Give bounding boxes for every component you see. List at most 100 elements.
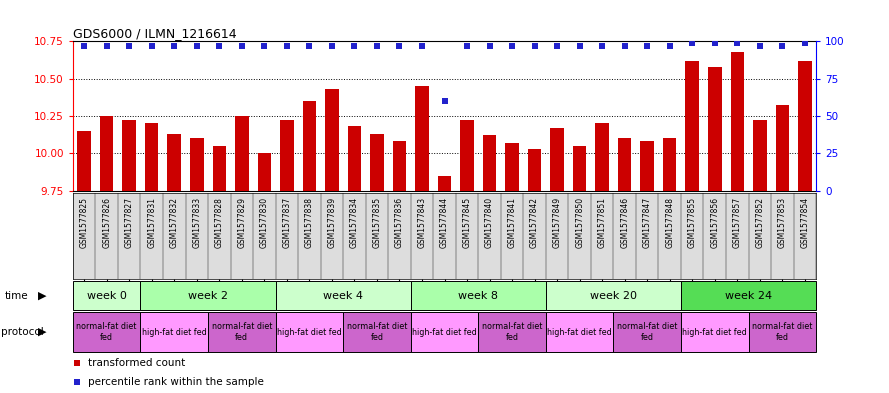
- Text: GSM1577828: GSM1577828: [215, 197, 224, 248]
- Point: [685, 40, 700, 46]
- Text: GSM1577846: GSM1577846: [621, 197, 629, 248]
- Text: GSM1577855: GSM1577855: [688, 197, 697, 248]
- Text: normal-fat diet
fed: normal-fat diet fed: [752, 322, 813, 342]
- Text: GSM1577840: GSM1577840: [485, 197, 494, 248]
- Text: GSM1577842: GSM1577842: [530, 197, 539, 248]
- Point: [550, 42, 565, 49]
- Text: normal-fat diet
fed: normal-fat diet fed: [212, 322, 272, 342]
- Bar: [573, 146, 587, 191]
- Bar: [461, 120, 474, 191]
- Point: [775, 42, 789, 49]
- Point: [573, 42, 587, 49]
- Text: GSM1577857: GSM1577857: [733, 197, 741, 248]
- Bar: [640, 141, 654, 191]
- Text: week 2: week 2: [188, 291, 228, 301]
- Bar: [348, 127, 361, 191]
- Point: [257, 42, 271, 49]
- Text: GSM1577847: GSM1577847: [643, 197, 652, 248]
- Bar: [618, 138, 631, 191]
- Bar: [190, 138, 204, 191]
- Bar: [731, 52, 744, 191]
- Bar: [681, 281, 816, 310]
- Text: GSM1577850: GSM1577850: [575, 197, 584, 248]
- Bar: [505, 143, 519, 191]
- Text: GSM1577826: GSM1577826: [102, 197, 111, 248]
- Bar: [749, 312, 816, 352]
- Point: [662, 42, 677, 49]
- Bar: [100, 116, 114, 191]
- Point: [753, 42, 767, 49]
- Bar: [325, 89, 339, 191]
- Point: [100, 42, 114, 49]
- Text: percentile rank within the sample: percentile rank within the sample: [88, 377, 264, 387]
- Point: [69, 359, 84, 365]
- Text: GSM1577843: GSM1577843: [418, 197, 427, 248]
- Point: [167, 42, 181, 49]
- Bar: [77, 131, 91, 191]
- Text: normal-fat diet
fed: normal-fat diet fed: [76, 322, 137, 342]
- Bar: [258, 153, 271, 191]
- Text: high-fat diet fed: high-fat diet fed: [548, 328, 612, 336]
- Text: week 24: week 24: [725, 291, 773, 301]
- Point: [730, 40, 744, 46]
- Bar: [145, 123, 158, 191]
- Text: GSM1577856: GSM1577856: [710, 197, 719, 248]
- Point: [483, 42, 497, 49]
- Text: GSM1577852: GSM1577852: [756, 197, 765, 248]
- Text: GSM1577849: GSM1577849: [553, 197, 562, 248]
- Point: [122, 42, 136, 49]
- Text: normal-fat diet
fed: normal-fat diet fed: [482, 322, 542, 342]
- Point: [235, 42, 249, 49]
- Point: [595, 42, 609, 49]
- Bar: [276, 281, 411, 310]
- Text: GSM1577830: GSM1577830: [260, 197, 268, 248]
- Bar: [393, 141, 406, 191]
- Point: [77, 42, 92, 49]
- Text: ▶: ▶: [38, 291, 47, 301]
- Point: [392, 42, 406, 49]
- Point: [708, 40, 722, 46]
- Point: [280, 42, 294, 49]
- Bar: [73, 312, 140, 352]
- Point: [69, 379, 84, 385]
- Bar: [370, 134, 384, 191]
- Bar: [208, 312, 276, 352]
- Text: week 4: week 4: [324, 291, 363, 301]
- Bar: [708, 67, 722, 191]
- Text: GSM1577832: GSM1577832: [170, 197, 179, 248]
- Point: [324, 42, 339, 49]
- Bar: [685, 61, 699, 191]
- Bar: [280, 120, 293, 191]
- Text: GSM1577851: GSM1577851: [597, 197, 606, 248]
- Text: GSM1577827: GSM1577827: [124, 197, 133, 248]
- Text: GSM1577841: GSM1577841: [508, 197, 517, 248]
- Point: [527, 42, 541, 49]
- Text: GSM1577825: GSM1577825: [80, 197, 89, 248]
- Bar: [235, 116, 249, 191]
- Point: [618, 42, 632, 49]
- Text: normal-fat diet
fed: normal-fat diet fed: [617, 322, 677, 342]
- Bar: [483, 135, 496, 191]
- Point: [437, 98, 452, 104]
- Bar: [753, 120, 766, 191]
- Text: high-fat diet fed: high-fat diet fed: [412, 328, 477, 336]
- Text: GDS6000 / ILMN_1216614: GDS6000 / ILMN_1216614: [73, 27, 236, 40]
- Text: GSM1577854: GSM1577854: [800, 197, 809, 248]
- Text: GSM1577853: GSM1577853: [778, 197, 787, 248]
- Bar: [798, 61, 812, 191]
- Text: GSM1577831: GSM1577831: [148, 197, 156, 248]
- Bar: [343, 312, 411, 352]
- Text: time: time: [4, 291, 28, 301]
- Text: GSM1577839: GSM1577839: [327, 197, 336, 248]
- Point: [302, 42, 316, 49]
- Text: week 0: week 0: [87, 291, 126, 301]
- Bar: [528, 149, 541, 191]
- Text: GSM1577833: GSM1577833: [192, 197, 201, 248]
- Text: GSM1577836: GSM1577836: [395, 197, 404, 248]
- Text: ▶: ▶: [38, 327, 47, 337]
- Text: high-fat diet fed: high-fat diet fed: [142, 328, 206, 336]
- Point: [189, 42, 204, 49]
- Text: GSM1577844: GSM1577844: [440, 197, 449, 248]
- Bar: [411, 281, 546, 310]
- Text: normal-fat diet
fed: normal-fat diet fed: [347, 322, 407, 342]
